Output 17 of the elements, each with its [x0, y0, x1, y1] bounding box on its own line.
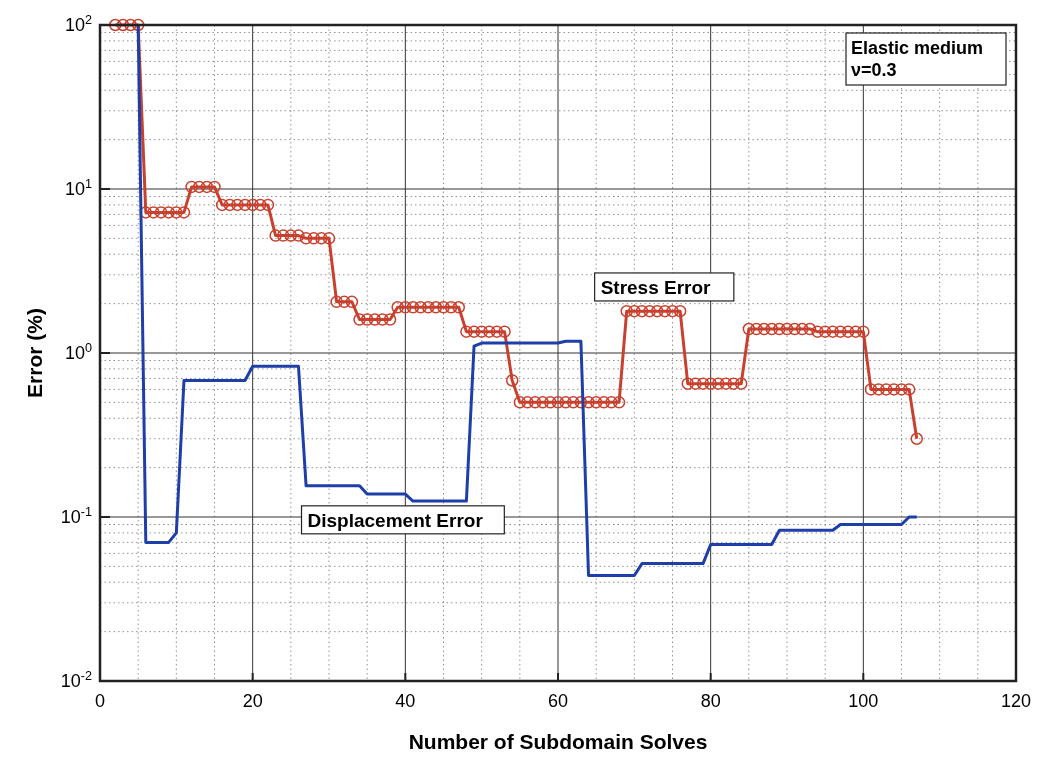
y-axis-title: Error (%): [23, 308, 46, 398]
series-label: Displacement Error: [307, 509, 484, 531]
y-tick-label: 10$^{2}$: [64, 13, 92, 35]
x-tick-label: 120: [1000, 691, 1032, 711]
x-tick-label: 100: [848, 691, 879, 711]
x-tick-label: 0: [94, 691, 106, 711]
x-axis-title: Number of Subdomain Solves: [408, 730, 708, 753]
y-tick-label: 10$^{1}$: [64, 177, 92, 199]
y-tick-label: 10$^{-2}$: [60, 669, 92, 691]
x-tick-label: 40: [395, 691, 416, 711]
y-tick-label: 10$^{0}$: [64, 341, 92, 363]
series-label: Stress Error: [600, 276, 712, 298]
x-tick-label: 80: [700, 691, 721, 711]
annotation: Elastic medium ν=0.3: [851, 38, 984, 80]
x-tick-label: 60: [547, 691, 569, 711]
x-tick-label: 20: [242, 691, 263, 711]
y-tick-label: 10$^{-1}$: [60, 505, 92, 527]
